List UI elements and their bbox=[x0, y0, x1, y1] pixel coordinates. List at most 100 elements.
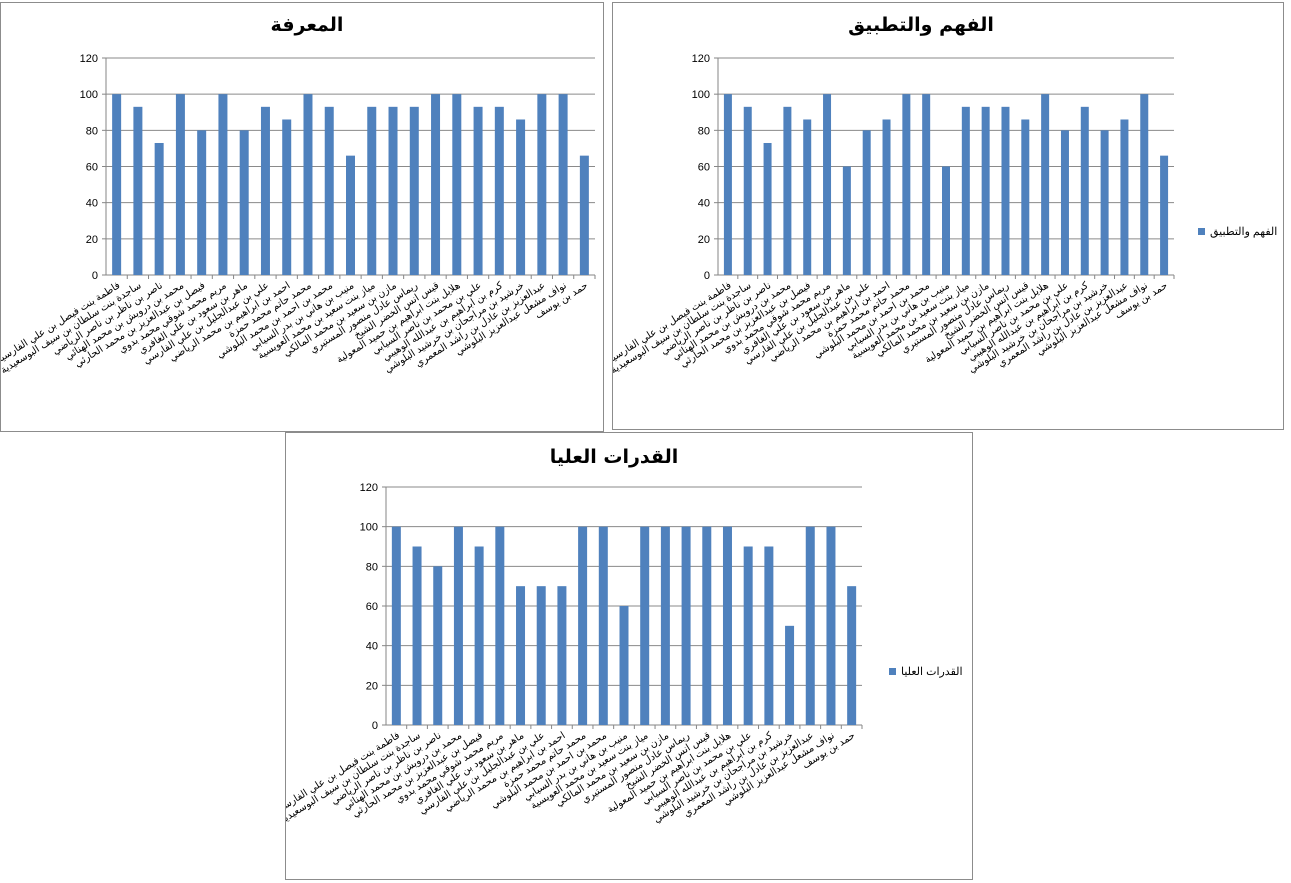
bar bbox=[516, 586, 526, 725]
bar bbox=[640, 526, 650, 725]
chart-title: المعرفة bbox=[271, 14, 344, 36]
bar bbox=[598, 526, 608, 725]
bar bbox=[409, 106, 419, 275]
bar bbox=[660, 526, 670, 725]
chart-title: القدرات العليا bbox=[550, 446, 678, 468]
legend-swatch bbox=[1198, 228, 1205, 235]
bar bbox=[391, 526, 401, 725]
bar bbox=[324, 106, 334, 275]
bar bbox=[282, 119, 292, 275]
y-tick-label: 40 bbox=[698, 198, 710, 210]
y-tick-label: 20 bbox=[86, 234, 98, 246]
bar bbox=[558, 94, 568, 276]
bar bbox=[743, 546, 753, 725]
bar bbox=[723, 94, 732, 276]
bar bbox=[942, 166, 950, 275]
bar bbox=[826, 526, 836, 725]
bar bbox=[1160, 155, 1169, 275]
bar bbox=[981, 106, 990, 275]
bar bbox=[902, 94, 911, 276]
bar bbox=[922, 94, 931, 276]
y-tick-label: 20 bbox=[366, 680, 378, 692]
legend-label: الفهم والتطبيق bbox=[1210, 226, 1277, 238]
bar bbox=[681, 526, 691, 725]
bar bbox=[743, 106, 752, 275]
y-tick-label: 0 bbox=[372, 720, 378, 732]
y-tick-label: 60 bbox=[86, 162, 98, 174]
bar bbox=[473, 106, 483, 275]
bar bbox=[783, 106, 792, 275]
y-tick-label: 100 bbox=[80, 89, 98, 101]
bar bbox=[112, 94, 122, 276]
bar bbox=[702, 526, 712, 725]
legend-label: القدرات العليا bbox=[901, 666, 963, 678]
chart-title: الفهم والتطبيق bbox=[848, 14, 994, 36]
bar bbox=[842, 166, 851, 275]
bar bbox=[805, 526, 815, 725]
bar bbox=[133, 106, 143, 275]
bar bbox=[495, 526, 505, 725]
y-tick-label: 120 bbox=[360, 482, 378, 494]
bar bbox=[536, 586, 546, 725]
bar bbox=[197, 130, 207, 275]
y-tick-label: 40 bbox=[366, 641, 378, 653]
y-tick-label: 40 bbox=[86, 198, 98, 210]
bar bbox=[1001, 106, 1010, 275]
bar bbox=[557, 586, 567, 725]
y-tick-label: 20 bbox=[698, 234, 710, 246]
bar bbox=[260, 106, 270, 275]
bar bbox=[961, 106, 970, 275]
bar bbox=[474, 546, 484, 725]
bar bbox=[494, 106, 504, 275]
chart-understanding: الفهم والتطبيق 0 20 40 60 80 100 120 فاطمة بنت ف… bbox=[612, 2, 1284, 430]
y-tick-label: 100 bbox=[360, 522, 378, 534]
y-tick-label: 0 bbox=[704, 270, 710, 282]
bar bbox=[823, 94, 832, 276]
bar bbox=[785, 625, 795, 725]
bar bbox=[847, 586, 857, 725]
bar bbox=[433, 566, 443, 725]
y-tick-label: 120 bbox=[692, 53, 710, 65]
bar bbox=[453, 526, 463, 725]
legend-swatch bbox=[889, 668, 896, 675]
bar bbox=[1041, 94, 1050, 276]
bar bbox=[1060, 130, 1069, 275]
bar bbox=[388, 106, 398, 275]
bar bbox=[1140, 94, 1149, 276]
bar bbox=[619, 606, 629, 725]
bar bbox=[218, 94, 228, 276]
y-tick-label: 80 bbox=[86, 125, 98, 137]
y-tick-label: 60 bbox=[366, 601, 378, 613]
y-tick-label: 120 bbox=[80, 53, 98, 65]
bar bbox=[803, 119, 812, 275]
bar bbox=[722, 526, 732, 725]
bar bbox=[412, 546, 422, 725]
bar bbox=[346, 155, 355, 275]
bar bbox=[1100, 130, 1109, 275]
bar bbox=[431, 94, 441, 276]
bar bbox=[764, 546, 774, 725]
bar bbox=[452, 94, 462, 276]
bar bbox=[862, 130, 871, 275]
bar bbox=[239, 130, 249, 275]
bar bbox=[882, 119, 891, 275]
y-tick-label: 80 bbox=[698, 125, 710, 137]
y-tick-label: 0 bbox=[92, 270, 98, 282]
bar bbox=[537, 94, 547, 276]
bar bbox=[154, 142, 164, 275]
bar bbox=[1120, 119, 1129, 275]
bar bbox=[516, 119, 526, 275]
bar bbox=[763, 142, 772, 275]
bar bbox=[579, 155, 589, 275]
chart-higher-abilities: القدرات العليا 0 20 40 60 80 100 120 فاطمة بنت ف… bbox=[285, 432, 973, 880]
bar bbox=[175, 94, 185, 276]
bar bbox=[1021, 119, 1030, 275]
bar bbox=[578, 526, 588, 725]
y-tick-label: 80 bbox=[366, 561, 378, 573]
bar bbox=[303, 94, 313, 276]
y-tick-label: 100 bbox=[692, 89, 710, 101]
bar bbox=[367, 106, 377, 275]
